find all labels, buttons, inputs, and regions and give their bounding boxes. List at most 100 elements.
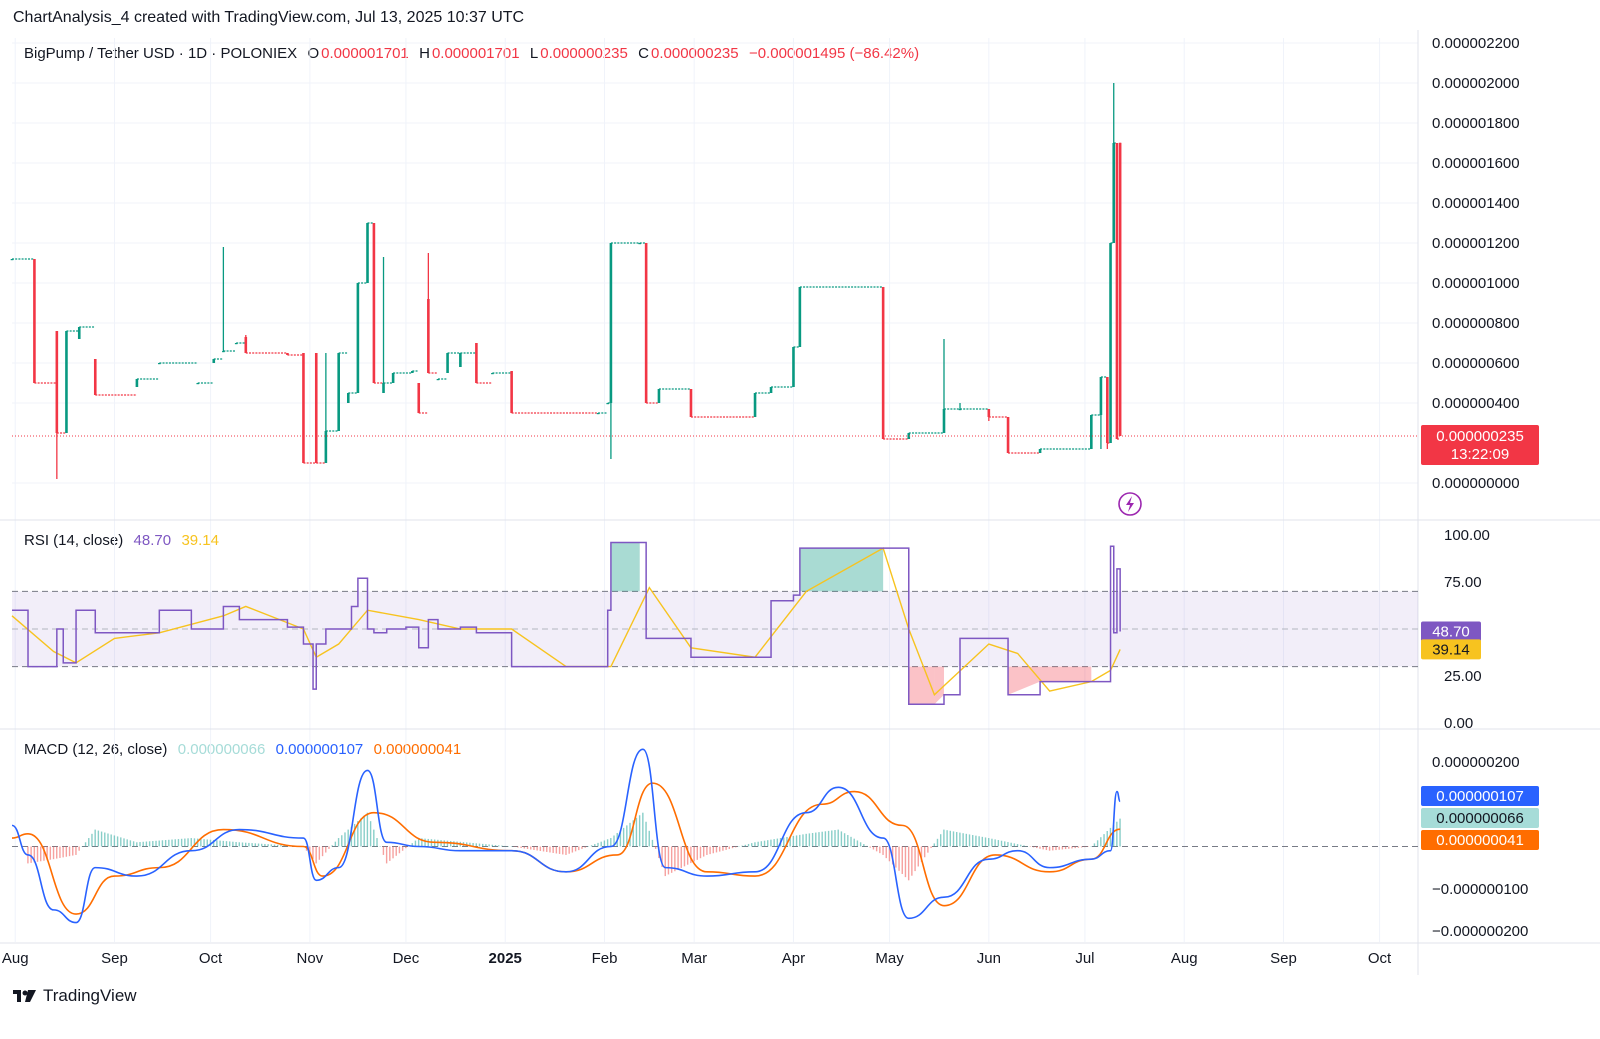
macd-histogram-bar	[997, 840, 1000, 847]
symbol-label[interactable]: BigPump / Tether USD · 1D · POLONIEX	[24, 45, 298, 62]
macd-histogram-bar	[866, 845, 868, 847]
macd-histogram-bar	[632, 820, 634, 847]
macd-histogram-bar	[565, 846, 567, 855]
macd-histogram-bar	[1052, 846, 1054, 851]
macd-histogram-bar	[594, 844, 596, 847]
chart-header-title: ChartAnalysis_4 created with TradingView…	[13, 9, 525, 26]
time-tick-label: Apr	[782, 950, 805, 967]
macd-histogram-bar	[235, 841, 237, 847]
macd-histogram-bar	[1087, 846, 1089, 847]
macd-histogram-bar	[991, 838, 993, 847]
macd-histogram-bar	[901, 846, 903, 874]
price-tick-label: 0.000000600	[1432, 355, 1520, 372]
macd-histogram-bar	[1045, 846, 1048, 851]
macd-histogram-bar	[1093, 843, 1096, 847]
macd-histogram-bar	[738, 846, 740, 847]
macd-histogram-bar	[635, 817, 638, 847]
macd-histogram-bar	[334, 841, 337, 847]
candle-body	[609, 243, 613, 403]
macd-histogram-bar	[751, 843, 753, 847]
macd-histogram-bar	[693, 846, 695, 862]
candle-body	[644, 243, 648, 403]
macd-histogram-bar	[597, 842, 599, 847]
rsi-badge-value: 48.70	[1432, 623, 1470, 640]
rsi-tick-label: 75.00	[1444, 574, 1482, 591]
macd-histogram-bar	[142, 841, 144, 847]
macd-histogram-bar	[145, 841, 148, 847]
time-tick-label: Sep	[1270, 950, 1297, 967]
macd-histogram-bar	[799, 834, 801, 847]
macd-histogram-bar	[923, 846, 926, 858]
tradingview-logo[interactable]: TradingView	[13, 986, 137, 1006]
macd-histogram-bar	[1064, 846, 1067, 850]
macd-histogram-bar	[270, 844, 273, 847]
tradingview-mark-icon	[13, 990, 36, 1002]
macd-histogram-bar	[75, 846, 77, 855]
candle-body	[792, 347, 795, 387]
macd-histogram-bar	[472, 843, 474, 847]
macd-histogram-bar	[110, 834, 112, 847]
macd-histogram-bar	[831, 830, 833, 847]
lightning-event-icon[interactable]	[1118, 492, 1142, 516]
price-legend: BigPump / Tether USD · 1D · POLONIEX O 0.…	[24, 45, 921, 62]
candle-body	[1115, 143, 1119, 439]
macd-histogram-bar	[879, 846, 881, 854]
macd-histogram-bar	[225, 841, 228, 847]
macd-histogram-bar	[209, 839, 212, 847]
change-value: −0.000001495 (−86.42%)	[748, 45, 920, 62]
macd-histogram-bar	[943, 829, 945, 847]
macd-histogram-bar	[280, 845, 282, 847]
macd-histogram-bar	[1032, 846, 1035, 848]
macd-histogram-bar	[254, 843, 257, 847]
macd-histogram-bar	[674, 846, 676, 872]
macd-histogram-bar	[446, 840, 449, 847]
macd-histogram-bar	[763, 840, 766, 847]
rsi-title[interactable]: RSI (14, close)	[24, 532, 124, 549]
macd-histogram-bar	[709, 846, 711, 855]
macd-histogram-bar	[498, 845, 500, 847]
macd-histogram-bar	[379, 846, 381, 847]
candle-body	[427, 299, 430, 373]
candle-body	[769, 387, 773, 393]
macd-histogram-bar	[1084, 846, 1086, 848]
macd-histogram-bar	[571, 846, 574, 853]
high-value: 0.000001701	[431, 45, 520, 62]
macd-histogram-bar	[1103, 834, 1105, 847]
macd-histogram-bar	[568, 846, 570, 854]
macd-histogram-bar	[97, 830, 100, 847]
candle-body	[135, 379, 139, 387]
macd-histogram-bar	[719, 846, 721, 852]
macd-histogram-bar	[315, 846, 317, 864]
macd-histogram-bar	[712, 846, 714, 854]
macd-histogram-bar	[273, 844, 276, 847]
macd-histogram-bar	[920, 846, 923, 862]
macd-histogram-bar	[533, 846, 535, 850]
macd-histogram-bar	[212, 840, 215, 847]
macd-histogram-bar	[613, 835, 615, 847]
candle-body	[417, 383, 421, 413]
macd-histogram-bar	[610, 838, 612, 847]
macd-histogram-bar	[219, 840, 221, 847]
macd-histogram-bar	[120, 837, 122, 847]
macd-histogram-bar	[936, 838, 939, 847]
macd-histogram-bar	[501, 845, 503, 847]
macd-histogram-bar	[642, 812, 644, 847]
macd-histogram-bar	[530, 846, 532, 850]
candle-body	[798, 287, 802, 347]
price-tick-label: 0.000002200	[1432, 35, 1520, 52]
candle-body	[77, 327, 81, 339]
macd-histogram-bar	[341, 835, 343, 847]
macd-histogram-bar	[581, 846, 583, 849]
candle-body	[907, 433, 911, 439]
macd-histogram-bar	[1077, 846, 1080, 848]
macd-histogram-bar	[1068, 846, 1070, 849]
macd-histogram-bar	[395, 846, 397, 856]
macd-histogram-bar	[808, 833, 811, 847]
macd-histogram-bar	[56, 846, 58, 859]
macd-histogram-bar	[88, 838, 90, 847]
pane-separators	[0, 30, 1600, 975]
macd-title[interactable]: MACD (12, 26, close)	[24, 741, 168, 758]
candle-body	[55, 331, 59, 433]
candle-body	[881, 287, 885, 439]
